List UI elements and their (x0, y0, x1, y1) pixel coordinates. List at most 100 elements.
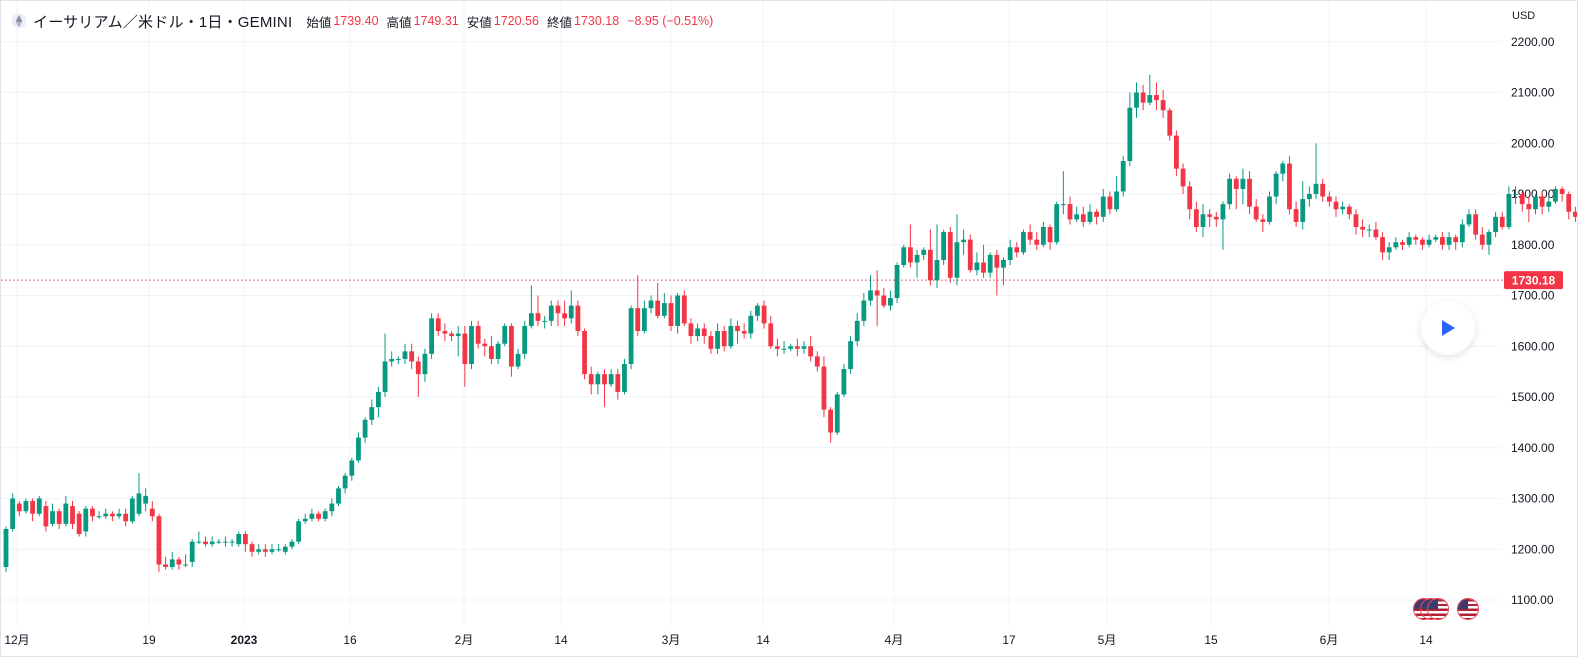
candle-up[interactable] (143, 488, 149, 512)
candle-down[interactable] (708, 331, 714, 354)
candle-up[interactable] (868, 275, 873, 306)
candle-up[interactable] (1134, 82, 1139, 118)
candle-down[interactable] (828, 407, 833, 443)
candle-down[interactable] (1174, 130, 1179, 177)
candle-down[interactable] (56, 508, 62, 529)
candle-up[interactable] (216, 539, 222, 545)
candle-down[interactable] (1180, 163, 1186, 194)
candle-up[interactable] (695, 323, 700, 342)
candle-up[interactable] (628, 305, 634, 370)
candle-down[interactable] (721, 325, 727, 352)
candle-down[interactable] (1519, 191, 1525, 212)
candle-up[interactable] (329, 498, 335, 517)
candle-down[interactable] (1566, 191, 1572, 220)
candle-down[interactable] (635, 275, 641, 337)
candle-up[interactable] (1486, 229, 1492, 255)
candle-down[interactable] (655, 282, 661, 319)
candle-down[interactable] (176, 556, 182, 570)
candle-down[interactable] (249, 541, 255, 557)
candle-up[interactable] (269, 544, 275, 555)
candle-up[interactable] (336, 485, 341, 507)
candle-down[interactable] (1080, 206, 1086, 227)
candle-up[interactable] (50, 503, 55, 527)
candle-down[interactable] (316, 511, 321, 522)
candle-up[interactable] (276, 544, 282, 552)
candle-up[interactable] (395, 356, 401, 365)
candle-down[interactable] (535, 295, 541, 326)
candle-up[interactable] (1267, 191, 1272, 225)
candle-up[interactable] (522, 320, 528, 359)
candle-up[interactable] (548, 300, 554, 326)
candle-down[interactable] (415, 356, 421, 397)
candle-up[interactable] (63, 495, 69, 527)
candle-down[interactable] (482, 338, 488, 357)
candle-up[interactable] (1074, 206, 1080, 222)
candle-up[interactable] (1200, 204, 1206, 238)
candle-up[interactable] (748, 310, 754, 339)
candle-up[interactable] (642, 300, 647, 334)
candle-down[interactable] (1360, 219, 1365, 238)
candle-down[interactable] (874, 270, 880, 326)
candle-up[interactable] (834, 391, 840, 436)
candle-up[interactable] (196, 531, 202, 545)
candle-up[interactable] (608, 369, 614, 387)
candle-up[interactable] (1513, 186, 1518, 205)
candle-up[interactable] (848, 336, 853, 375)
candle-up[interactable] (1533, 194, 1538, 215)
candle-down[interactable] (701, 323, 707, 344)
candle-down[interactable] (615, 369, 621, 400)
candle-down[interactable] (1207, 209, 1213, 227)
candle-down[interactable] (1260, 214, 1266, 233)
candle-up[interactable] (36, 495, 42, 517)
candle-up[interactable] (495, 341, 501, 365)
candle-up[interactable] (502, 323, 508, 347)
candle-down[interactable] (1333, 196, 1339, 217)
candle-up[interactable] (402, 343, 408, 365)
candle-up[interactable] (1393, 237, 1399, 250)
candle-up[interactable] (296, 518, 301, 545)
candle-up[interactable] (382, 333, 388, 397)
candle-down[interactable] (1499, 211, 1505, 230)
candle-down[interactable] (1014, 242, 1020, 258)
candle-down[interactable] (1047, 224, 1053, 250)
candle-up[interactable] (1227, 173, 1232, 210)
candle-down[interactable] (688, 318, 694, 344)
candle-down[interactable] (1034, 232, 1040, 250)
candle-down[interactable] (462, 325, 468, 387)
candle-down[interactable] (927, 229, 933, 286)
candle-up[interactable] (209, 536, 215, 547)
candle-up[interactable] (10, 493, 16, 532)
candle-down[interactable] (1067, 196, 1073, 225)
candle-up[interactable] (781, 341, 787, 354)
candle-up[interactable] (369, 399, 375, 425)
candle-down[interactable] (110, 511, 115, 522)
candle-up[interactable] (1054, 201, 1060, 245)
candle-down[interactable] (1400, 239, 1405, 250)
candle-up[interactable] (528, 285, 534, 329)
candle-down[interactable] (1094, 209, 1099, 225)
candle-up[interactable] (23, 498, 29, 514)
candle-down[interactable] (775, 338, 780, 357)
candle-up[interactable] (1506, 186, 1512, 230)
candle-up[interactable] (116, 508, 122, 519)
candle-up[interactable] (755, 303, 760, 321)
candle-down[interactable] (1559, 186, 1565, 202)
candle-down[interactable] (1320, 178, 1326, 202)
candle-down[interactable] (1027, 224, 1033, 245)
candle-up[interactable] (675, 292, 681, 334)
candle-down[interactable] (1420, 237, 1425, 250)
candle-up[interactable] (422, 348, 428, 382)
candle-down[interactable] (1479, 226, 1485, 250)
candle-down[interactable] (30, 498, 35, 522)
candle-down[interactable] (1160, 89, 1166, 118)
candle-up[interactable] (974, 252, 980, 276)
candle-down[interactable] (1140, 84, 1146, 111)
candle-up[interactable] (1120, 155, 1126, 197)
candle-down[interactable] (668, 295, 674, 332)
candle-up[interactable] (3, 526, 9, 573)
candle-down[interactable] (156, 513, 162, 573)
candle-down[interactable] (555, 300, 561, 326)
candle-down[interactable] (588, 366, 594, 395)
candle-up[interactable] (1114, 176, 1119, 212)
candle-down[interactable] (1233, 176, 1239, 210)
